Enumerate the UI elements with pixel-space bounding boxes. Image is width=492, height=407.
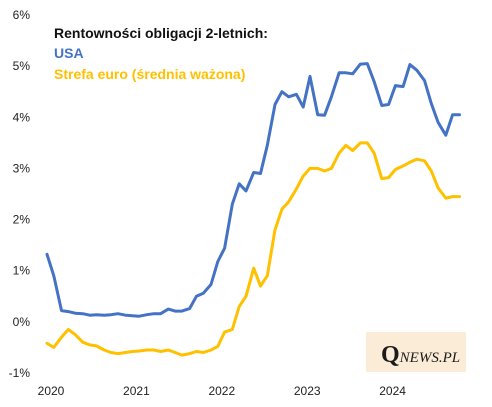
y-tick-label: -1% xyxy=(9,366,31,380)
y-tick-label: 2% xyxy=(13,213,31,227)
legend-usa: USA xyxy=(54,45,84,61)
watermark-background xyxy=(366,332,466,372)
watermark-text: QNEWS.PL xyxy=(381,342,460,368)
x-tick-label: 2024 xyxy=(379,384,406,398)
x-tick-label: 2020 xyxy=(38,384,65,398)
series-line-eurozone xyxy=(45,141,461,357)
series-line-usa xyxy=(45,62,461,318)
y-tick-label: 5% xyxy=(13,59,31,73)
legend-eurozone: Strefa euro (średnia ważona) xyxy=(54,66,245,82)
x-tick-label: 2022 xyxy=(208,384,235,398)
x-tick-label: 2021 xyxy=(123,384,150,398)
y-tick-label: 4% xyxy=(13,110,31,124)
series-lines xyxy=(45,62,461,357)
watermark-logo: QNEWS.PL xyxy=(366,332,466,372)
y-tick-label: 0% xyxy=(13,315,31,329)
watermark-initial: Q xyxy=(381,342,400,368)
chart-title: Rentowności obligacji 2-letnich: xyxy=(54,25,268,41)
watermark-rest: NEWS.PL xyxy=(399,350,460,366)
x-tick-label: 2023 xyxy=(294,384,321,398)
y-axis-ticks: -1% 0% 1% 2% 3% 4% 5% 6% xyxy=(9,8,31,380)
y-tick-label: 1% xyxy=(13,264,31,278)
y-tick-label: 6% xyxy=(13,8,31,22)
y-tick-label: 3% xyxy=(13,161,31,175)
x-axis-ticks: 2020 2021 2022 2023 2024 xyxy=(38,384,407,398)
